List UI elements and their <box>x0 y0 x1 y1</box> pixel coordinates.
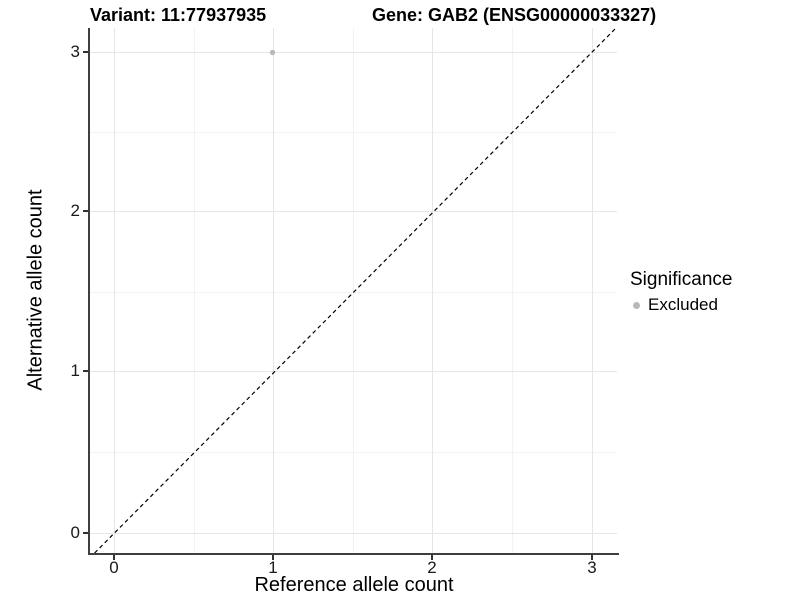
x-tick-label-0: 0 <box>109 558 119 577</box>
data-point-excluded <box>269 49 276 56</box>
gridline-major-x-0 <box>114 28 115 553</box>
y-tick-label-3: 3 <box>70 42 80 61</box>
x-tick-label-2: 2 <box>427 558 437 577</box>
legend-entry-label: Excluded <box>648 295 718 314</box>
y-tick-label-1: 1 <box>70 361 80 380</box>
y-tick-2 <box>83 210 88 212</box>
gridline-minor-y-0.5 <box>90 452 617 453</box>
gridline-major-y-0 <box>90 533 617 534</box>
legend-title: Significance <box>630 269 733 290</box>
gridline-minor-x-0.5 <box>194 28 195 553</box>
gridline-major-y-2 <box>90 211 617 212</box>
x-axis-title: Reference allele count <box>254 574 454 596</box>
excluded-point-icon <box>633 302 640 309</box>
x-tick-label-1: 1 <box>268 558 278 577</box>
gridline-major-x-3 <box>592 28 593 553</box>
y-tick-label-2: 2 <box>70 201 80 220</box>
legend: Significance Excluded <box>630 269 732 315</box>
y-tick-0 <box>83 532 88 534</box>
y-axis-line <box>88 28 90 555</box>
y-tick-3 <box>83 51 88 53</box>
gridline-major-y-1 <box>90 371 617 372</box>
x-axis-line <box>88 553 619 555</box>
y-axis-title: Alternative allele count <box>24 189 47 391</box>
x-tick-0 <box>113 555 115 560</box>
gridline-major-x-1 <box>273 28 274 553</box>
legend-entry-excluded: Excluded <box>630 295 732 315</box>
legend-key <box>630 296 648 314</box>
gridline-minor-x-2.5 <box>512 28 513 553</box>
identity-dashed-line <box>94 28 617 553</box>
x-tick-3 <box>591 555 593 560</box>
gridline-major-x-2 <box>432 28 433 553</box>
x-tick-label-3: 3 <box>587 558 597 577</box>
gridline-major-y-3 <box>90 52 617 53</box>
plot-panel <box>90 28 617 553</box>
x-tick-2 <box>431 555 433 560</box>
y-tick-1 <box>83 370 88 372</box>
plot-title-gene: Gene: GAB2 (ENSG00000033327) <box>372 5 657 25</box>
x-tick-1 <box>272 555 274 560</box>
plot-title-variant: Variant: 11:77937935 <box>90 5 267 25</box>
gridline-minor-x-1.5 <box>353 28 354 553</box>
gridline-minor-y-2.5 <box>90 132 617 133</box>
y-tick-label-0: 0 <box>70 523 80 542</box>
